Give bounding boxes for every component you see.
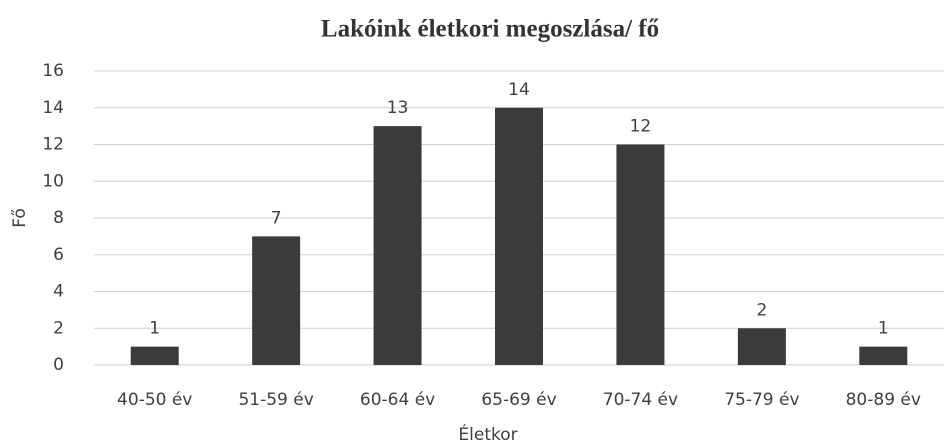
x-tick-label: 70-74 év xyxy=(603,390,678,410)
y-tick-label: 8 xyxy=(53,208,64,228)
data-label: 13 xyxy=(387,98,409,118)
x-axis-label: Életkor xyxy=(458,423,517,445)
bar xyxy=(252,236,301,365)
x-tick-label: 65-69 év xyxy=(481,390,556,410)
data-label: 2 xyxy=(756,300,767,320)
y-tick-label: 0 xyxy=(53,355,64,375)
y-tick-label: 2 xyxy=(53,318,64,338)
data-label: 14 xyxy=(508,80,530,100)
x-tick-label: 60-64 év xyxy=(360,390,435,410)
y-axis-label: Fő xyxy=(10,208,30,228)
data-label: 7 xyxy=(271,208,282,228)
bar xyxy=(495,107,543,365)
x-tick-label: 40-50 év xyxy=(117,390,192,410)
data-label: 12 xyxy=(630,117,652,137)
y-tick-label: 6 xyxy=(53,245,64,265)
y-tick-label: 16 xyxy=(42,61,64,81)
y-tick-label: 10 xyxy=(42,171,64,191)
y-tick-label: 4 xyxy=(53,282,64,302)
y-tick-label: 14 xyxy=(42,98,64,118)
x-tick-label: 75-79 év xyxy=(724,390,799,410)
data-label: 1 xyxy=(149,319,160,339)
bar xyxy=(373,126,422,365)
bar xyxy=(737,328,786,365)
data-label: 1 xyxy=(878,319,889,339)
bar xyxy=(130,346,179,365)
bar xyxy=(859,346,908,365)
x-tick-label: 80-89 év xyxy=(846,390,921,410)
y-tick-label: 12 xyxy=(42,135,64,155)
x-tick-label: 51-59 év xyxy=(238,390,313,410)
bar xyxy=(616,144,665,365)
chart-title: Lakóink életkori megoszlása/ fő xyxy=(321,16,659,43)
